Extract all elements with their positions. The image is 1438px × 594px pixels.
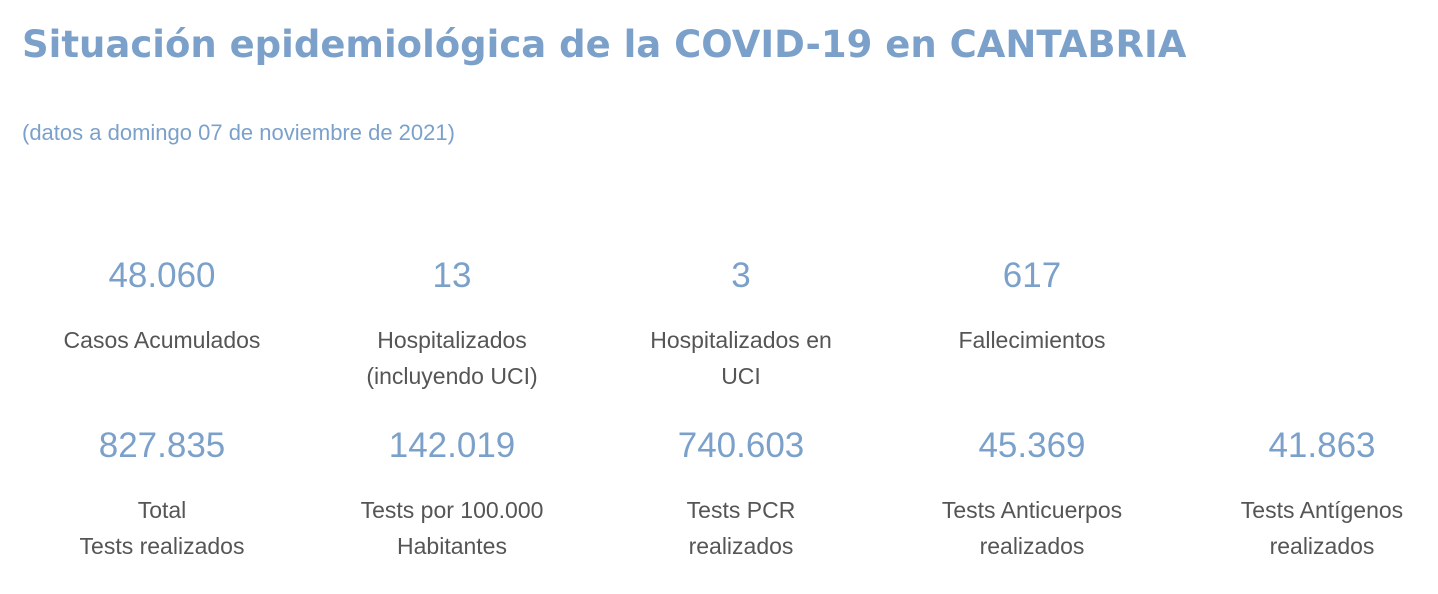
stat-label-line: Tests PCR (686, 497, 796, 523)
stat-label-line: Hospitalizados (377, 327, 527, 353)
stat-hospitalizados: 13 Hospitalizados (incluyendo UCI) (317, 256, 587, 394)
stat-value: 827.835 (98, 426, 226, 465)
stat-label-line: (incluyendo UCI) (366, 363, 538, 389)
stat-value: 740.603 (677, 426, 805, 465)
stat-label-line: realizados (1269, 533, 1375, 559)
stat-label-line: UCI (721, 363, 761, 389)
stat-value: 13 (432, 256, 472, 295)
stat-fallecimientos: 617 Fallecimientos (897, 256, 1167, 358)
stat-label-line: realizados (979, 533, 1085, 559)
stat-label: Tests Anticuerpos realizados (897, 492, 1167, 564)
stat-label: Tests por 100.000 Habitantes (317, 492, 587, 564)
page-title: Situación epidemiológica de la COVID-19 … (22, 23, 1187, 66)
stat-label-line: Total (137, 497, 187, 523)
stat-value: 142.019 (388, 426, 516, 465)
stat-label-line: Tests realizados (79, 533, 245, 559)
stat-label-line: Tests Antígenos (1240, 497, 1404, 523)
stat-label-line: Fallecimientos (958, 327, 1106, 353)
stat-label: Hospitalizados en UCI (606, 322, 876, 394)
stat-tests-pcr: 740.603 Tests PCR realizados (606, 426, 876, 564)
stat-value: 48.060 (108, 256, 216, 295)
data-date-subtitle: (datos a domingo 07 de noviembre de 2021… (22, 120, 455, 145)
stat-label-line: Tests por 100.000 (360, 497, 544, 523)
stat-tests-antigenos: 41.863 Tests Antígenos realizados (1187, 426, 1438, 564)
stat-value: 3 (731, 256, 751, 295)
stat-total-tests: 827.835 Total Tests realizados (27, 426, 297, 564)
stat-label: Tests Antígenos realizados (1187, 492, 1438, 564)
stat-value: 617 (1002, 256, 1062, 295)
stat-label-line: realizados (688, 533, 794, 559)
stat-tests-por-100000: 142.019 Tests por 100.000 Habitantes (317, 426, 587, 564)
stat-label-line: Tests Anticuerpos (941, 497, 1123, 523)
stat-label: Tests PCR realizados (606, 492, 876, 564)
stat-label: Casos Acumulados (27, 322, 297, 358)
stat-tests-anticuerpos: 45.369 Tests Anticuerpos realizados (897, 426, 1167, 564)
stat-label: Total Tests realizados (27, 492, 297, 564)
stat-value: 45.369 (978, 426, 1086, 465)
stat-label-line: Habitantes (397, 533, 507, 559)
stat-label: Hospitalizados (incluyendo UCI) (317, 322, 587, 394)
stat-label-line: Casos Acumulados (63, 327, 261, 353)
stat-label: Fallecimientos (897, 322, 1167, 358)
stat-casos-acumulados: 48.060 Casos Acumulados (27, 256, 297, 358)
stat-label-line: Hospitalizados en (650, 327, 832, 353)
stat-hospitalizados-uci: 3 Hospitalizados en UCI (606, 256, 876, 394)
stat-value: 41.863 (1268, 426, 1376, 465)
